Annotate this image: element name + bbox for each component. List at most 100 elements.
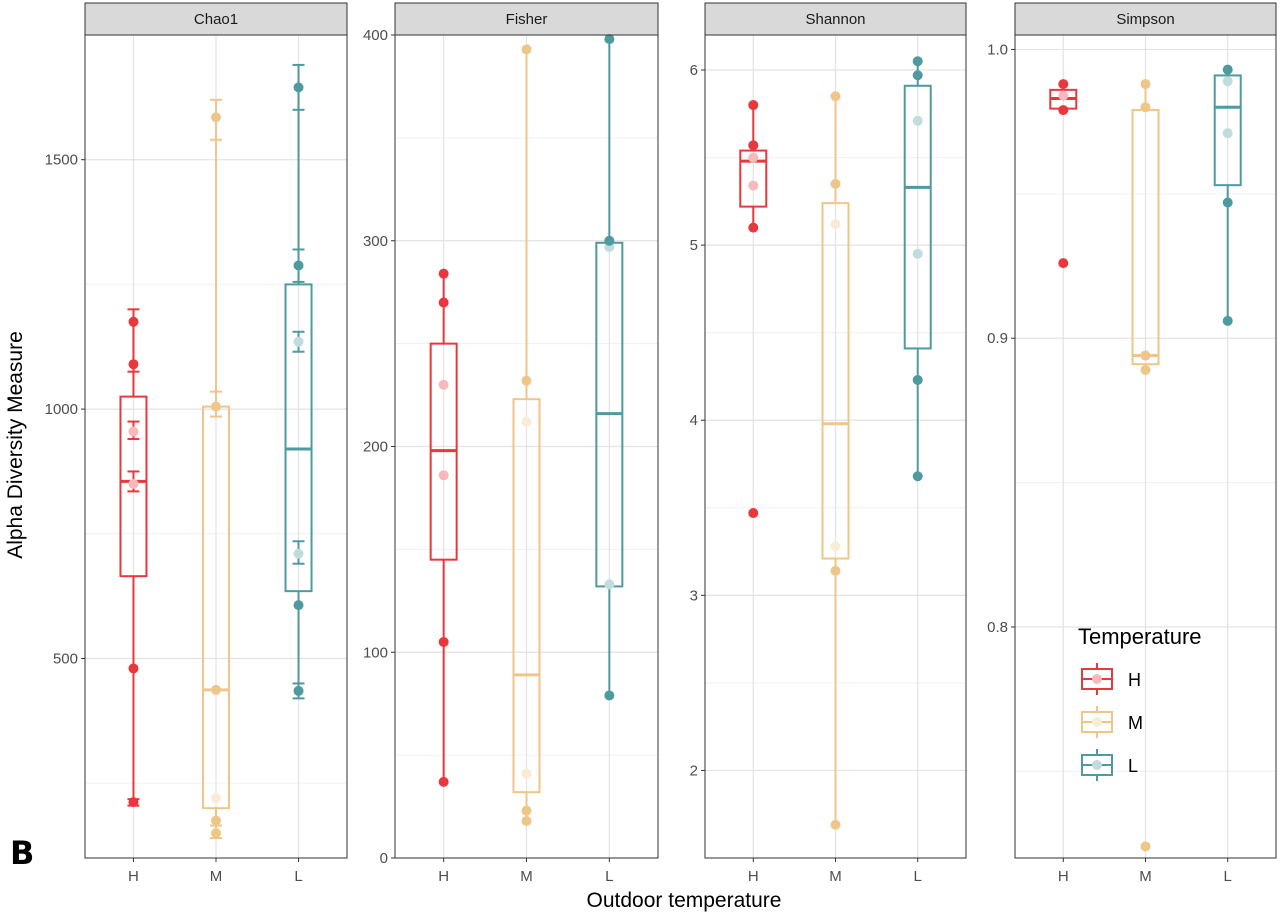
- data-point: [1222, 64, 1233, 75]
- data-point: [1058, 258, 1069, 269]
- data-point: [521, 815, 532, 826]
- data-point: [912, 56, 923, 67]
- data-point: [830, 178, 841, 189]
- x-tick-label: L: [914, 868, 922, 885]
- data-point: [293, 82, 304, 93]
- x-tick-label: M: [210, 868, 223, 885]
- box-group-l: [284, 63, 313, 700]
- data-point: [211, 793, 221, 804]
- y-tick-label: 4: [690, 412, 698, 429]
- facet-strip-label: Chao1: [194, 11, 238, 28]
- facet-strip: [84, 2, 348, 36]
- data-point: [521, 44, 532, 55]
- data-point: [830, 565, 841, 576]
- data-point: [1222, 315, 1233, 326]
- box-group-m: [202, 98, 230, 840]
- x-tick-label: L: [1224, 868, 1232, 885]
- legend-key-l: L: [1081, 749, 1138, 781]
- x-tick-label: L: [294, 868, 302, 885]
- x-tick-label: M: [520, 868, 533, 885]
- box-iqr: [821, 202, 850, 560]
- facet-strip-label: Fisher: [506, 11, 548, 28]
- legend-key-point: [1092, 717, 1102, 727]
- data-point: [748, 180, 759, 191]
- data-point: [748, 140, 759, 151]
- data-point: [1140, 841, 1151, 852]
- data-point: [293, 336, 304, 347]
- box-iqr: [739, 149, 768, 208]
- facet-shannon: Shannon 2 3 4 5 6 H M L: [690, 2, 967, 885]
- data-point: [1140, 79, 1151, 90]
- data-point: [912, 248, 923, 259]
- data-point: [1140, 350, 1151, 361]
- box-group-m: [1131, 79, 1160, 852]
- box-group-h: [119, 308, 148, 808]
- data-point: [830, 219, 841, 230]
- data-point: [1222, 197, 1233, 208]
- y-tick-label: 2: [690, 762, 698, 779]
- y-tick-label: 500: [53, 650, 78, 667]
- y-tick-label: 0.9: [987, 330, 1008, 347]
- legend-label: L: [1128, 756, 1138, 776]
- box-iqr: [512, 398, 541, 794]
- data-point: [438, 470, 449, 481]
- legend-label: M: [1128, 713, 1143, 733]
- data-point: [293, 600, 304, 611]
- data-point: [912, 471, 923, 482]
- x-tick-label: H: [748, 868, 759, 885]
- data-point: [211, 828, 221, 839]
- x-tick-label: H: [438, 868, 449, 885]
- legend-key-point: [1092, 760, 1102, 770]
- data-point: [438, 636, 449, 647]
- box-iqr: [1213, 74, 1242, 187]
- data-point: [604, 235, 615, 246]
- box-group-m: [512, 44, 541, 826]
- data-point: [438, 297, 449, 308]
- x-tick-label: M: [829, 868, 842, 885]
- data-point: [604, 579, 615, 590]
- y-tick-label: 1500: [45, 152, 78, 169]
- x-tick-label: H: [1058, 868, 1069, 885]
- facet-simpson: Simpson 0.8 0.9 1.0 H M L: [987, 2, 1277, 885]
- y-tick-label: 6: [690, 62, 698, 79]
- y-tick-label: 100: [363, 644, 388, 661]
- data-point: [521, 768, 532, 779]
- data-point: [748, 222, 759, 233]
- data-point: [211, 401, 221, 412]
- data-point: [1058, 79, 1069, 90]
- data-point: [912, 115, 923, 126]
- data-point: [521, 805, 532, 816]
- y-tick-label: 0.8: [987, 619, 1008, 636]
- data-point: [128, 359, 139, 370]
- box-group-l: [1213, 64, 1242, 326]
- x-tick-label: M: [1139, 868, 1152, 885]
- data-point: [293, 260, 304, 271]
- legend-title: Temperature: [1078, 624, 1202, 649]
- y-tick-label: 200: [363, 439, 388, 456]
- data-point: [830, 541, 841, 552]
- data-point: [438, 776, 449, 787]
- facet-strip-label: Simpson: [1116, 11, 1174, 28]
- data-point: [128, 316, 139, 327]
- data-point: [1140, 102, 1151, 113]
- data-point: [438, 268, 449, 279]
- x-tick-label: H: [128, 868, 139, 885]
- y-tick-label: 3: [690, 587, 698, 604]
- data-point: [293, 548, 304, 559]
- x-tick-label: L: [605, 868, 613, 885]
- data-point: [521, 375, 532, 386]
- data-point: [1058, 90, 1069, 101]
- legend-key-h: H: [1081, 663, 1141, 695]
- data-point: [1140, 364, 1151, 375]
- y-tick-label: 5: [690, 237, 698, 254]
- data-point: [128, 426, 139, 437]
- facet-panels: Chao1 500 1000 1500 H M L Fisher 0 100 200 300 400 H M…: [45, 2, 1277, 885]
- facet-fisher: Fisher 0 100 200 300 400 H M L: [363, 2, 659, 885]
- y-axis-title: Alpha Diversity Measure: [4, 331, 27, 559]
- box-group-m: [821, 91, 850, 830]
- y-tick-label: 0: [380, 850, 388, 867]
- box-iqr: [903, 84, 932, 350]
- data-point: [211, 112, 221, 123]
- data-point: [748, 152, 759, 163]
